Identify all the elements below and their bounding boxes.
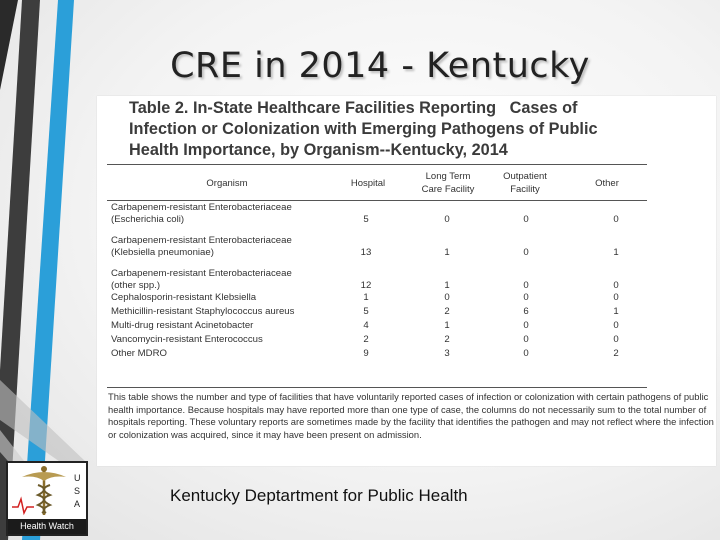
cell-hospital: 9: [363, 348, 369, 359]
column-header-organism: Organism: [206, 178, 248, 189]
cell-hospital: 5: [363, 306, 369, 317]
table-bottom-rule: [107, 387, 647, 388]
usa-health-watch-logo: U S A Health Watch: [6, 461, 88, 536]
cell-ltcf: 0: [444, 292, 450, 303]
caduceus-icon: U S A: [12, 466, 81, 516]
cell-outpatient: 0: [523, 246, 529, 258]
cell-ltcf: 2: [444, 306, 450, 317]
cell-other: 2: [613, 348, 619, 359]
svg-text:A: A: [74, 499, 80, 509]
data-table: Table 2. In-State Healthcare Facilities …: [97, 96, 716, 466]
cell-other: 0: [613, 320, 619, 331]
cell-other: 0: [613, 213, 619, 225]
svg-text:S: S: [74, 486, 80, 496]
svg-text:U: U: [74, 473, 81, 483]
cell-hospital: 4: [363, 320, 369, 331]
cell-other: 1: [613, 246, 619, 258]
cell-hospital: 13: [360, 246, 372, 258]
cell-ltcf: 2: [444, 334, 450, 345]
cell-ltcf: 1: [444, 246, 450, 258]
column-header-long-term-care: Long Term Care Facility: [421, 171, 475, 195]
cell-other: 0: [613, 292, 619, 303]
source-credit: Kentucky Deptartment for Public Health: [170, 486, 468, 505]
cell-ltcf: 3: [444, 348, 450, 359]
organism-name: Carbapenem-resistant Enterobacteriaceae …: [111, 268, 292, 291]
cell-ltcf: 1: [444, 279, 450, 291]
slide-title: CRE in 2014 - Kentucky: [170, 46, 590, 86]
organism-name: Multi-drug resistant Acinetobacter: [111, 320, 254, 331]
cell-other: 0: [613, 279, 619, 291]
cell-hospital: 2: [363, 334, 369, 345]
cell-outpatient: 6: [523, 306, 529, 317]
cell-hospital: 12: [360, 279, 372, 291]
column-header-outpatient: Outpatient Facility: [503, 171, 547, 195]
logo-caption: Health Watch: [8, 519, 86, 534]
cell-outpatient: 0: [523, 279, 529, 291]
header-top-rule: [107, 164, 647, 165]
table-caption: Table 2. In-State Healthcare Facilities …: [129, 99, 598, 159]
organism-name: Other MDRO: [111, 348, 167, 359]
cell-outpatient: 0: [523, 213, 529, 225]
cell-ltcf: 0: [444, 213, 450, 225]
organism-name: Cephalosporin-resistant Klebsiella: [111, 292, 257, 303]
organism-name: Carbapenem-resistant Enterobacteriaceae …: [111, 202, 292, 225]
column-header-hospital: Hospital: [350, 178, 386, 189]
column-header-other: Other: [595, 178, 619, 189]
cell-outpatient: 0: [523, 348, 529, 359]
organism-name: Vancomycin-resistant Enterococcus: [111, 334, 263, 345]
cell-outpatient: 0: [523, 292, 529, 303]
cell-hospital: 5: [363, 213, 369, 225]
cell-ltcf: 1: [444, 320, 450, 331]
cell-outpatient: 0: [523, 320, 529, 331]
organism-name: Methicillin-resistant Staphylococcus aur…: [111, 306, 295, 317]
header-bottom-rule: [107, 200, 647, 201]
organism-name: Carbapenem-resistant Enterobacteriaceae …: [111, 235, 292, 258]
cell-hospital: 1: [363, 292, 369, 303]
cell-outpatient: 0: [523, 334, 529, 345]
cell-other: 1: [613, 306, 619, 317]
cell-other: 0: [613, 334, 619, 345]
table-footnote: This table shows the number and type of …: [108, 391, 714, 440]
